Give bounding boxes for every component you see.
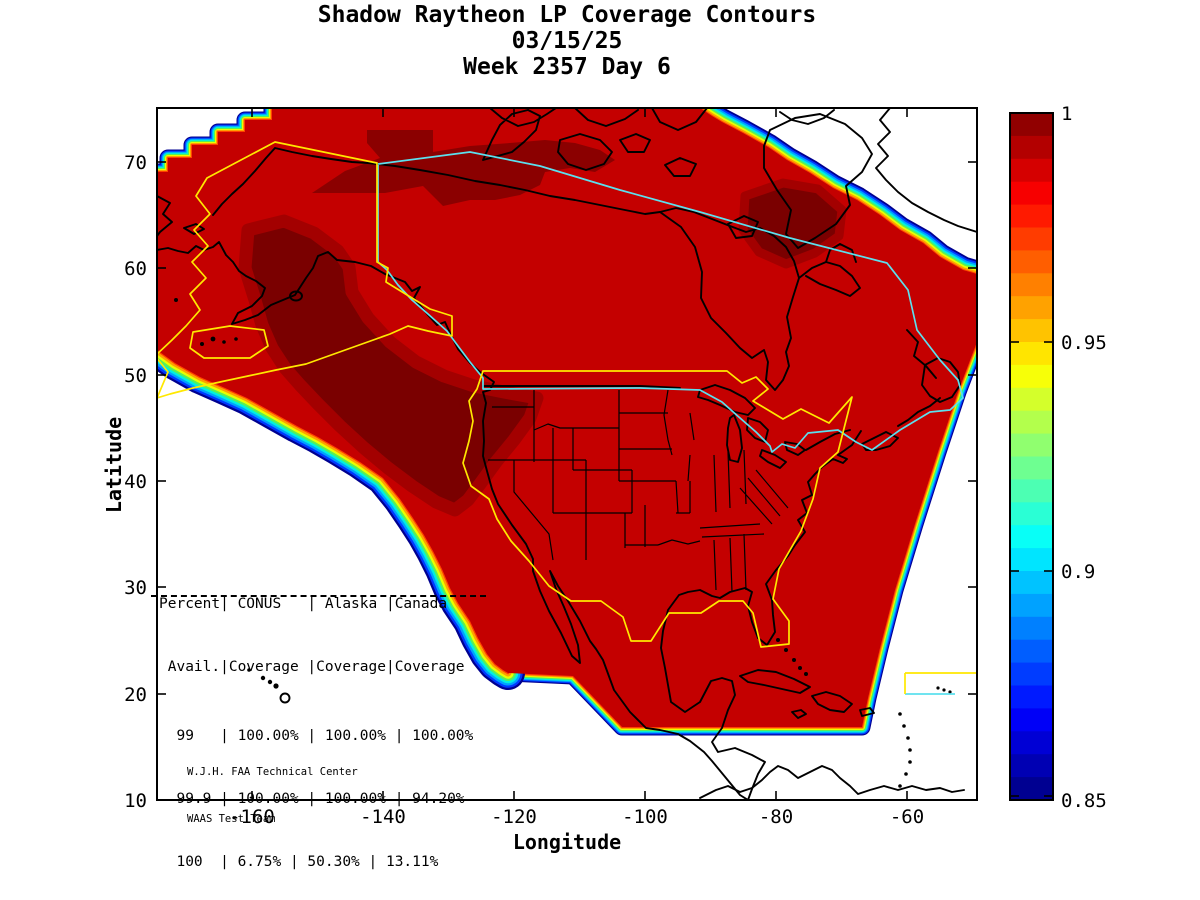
colorbar — [1009, 112, 1054, 801]
colorbar-tick-label: 0.85 — [1061, 790, 1107, 812]
stats-data-row: 99.9 | 100.00% | 100.00% | 94.20% — [159, 791, 465, 807]
colorbar-gradient — [1011, 113, 1052, 801]
x-axis-label: Longitude — [512, 830, 622, 854]
map-layers — [157, 108, 977, 800]
conus-alaska-boundaries — [157, 141, 977, 694]
y-tick-label: 70 — [124, 152, 147, 174]
y-tick-label: 40 — [124, 471, 147, 493]
y-axis-label: Latitude — [102, 416, 126, 514]
stats-header-row: Percent| CONUS | Alaska |Canada — [159, 596, 448, 612]
plot-title: Shadow Raytheon LP Coverage Contours — [317, 2, 817, 28]
y-tick-label: 10 — [124, 790, 147, 812]
colorbar-frame — [1009, 112, 1054, 801]
stats-header-row: Avail.|Coverage |Coverage|Coverage — [159, 659, 465, 675]
plot-box — [156, 107, 978, 801]
credit-line: WAAS Test Team — [187, 812, 276, 825]
coverage-region-99 — [157, 108, 977, 727]
colorbar-tick-marks — [1010, 341, 1053, 797]
x-tick-label: -160 — [229, 806, 275, 828]
coverage-stats-table: Percent| CONUS | Alaska |Canada Avail.|C… — [159, 552, 473, 900]
y-tick-label: 50 — [124, 365, 147, 387]
colorbar-tick-label: 1 — [1061, 103, 1073, 125]
coastlines — [157, 108, 977, 800]
stats-data-row: 99 | 100.00% | 100.00% | 100.00% — [159, 728, 474, 744]
x-tick-label: -140 — [360, 806, 406, 828]
stats-table-separator — [151, 595, 486, 597]
credit-line: W.J.H. FAA Technical Center — [187, 766, 358, 778]
credit-annotation: W.J.H. FAA Technical Center WAAS Test Te… — [187, 734, 358, 858]
small-islands — [174, 298, 952, 788]
state-boundaries — [488, 389, 789, 593]
colorbar-tick-label: 0.95 — [1061, 332, 1107, 354]
colorbar-tick-label: 0.9 — [1061, 561, 1096, 583]
y-tick-label: 60 — [124, 258, 147, 280]
y-tick-label: 30 — [124, 577, 147, 599]
x-tick-label: -120 — [491, 806, 537, 828]
x-tick-label: -60 — [889, 806, 925, 828]
plot-date: 03/15/25 — [511, 28, 623, 54]
x-tick-label: -100 — [622, 806, 668, 828]
plot-week-day: Week 2357 Day 6 — [463, 54, 671, 80]
x-tick-label: -80 — [758, 806, 794, 828]
y-tick-label: 20 — [124, 684, 147, 706]
axis-tick-marks — [157, 108, 977, 801]
stats-data-row: 100 | 6.75% | 50.30% | 13.11% — [159, 854, 439, 870]
